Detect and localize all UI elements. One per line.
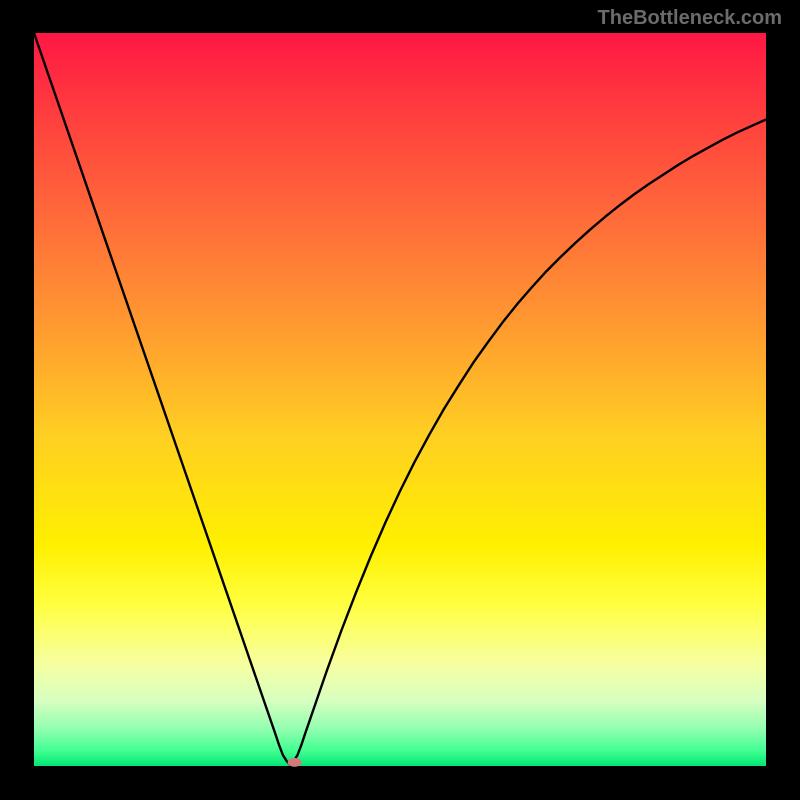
chart-stage: TheBottleneck.com — [0, 0, 800, 800]
bottleneck-chart — [0, 0, 800, 800]
plot-background — [34, 33, 766, 766]
vertex-marker — [288, 758, 302, 767]
